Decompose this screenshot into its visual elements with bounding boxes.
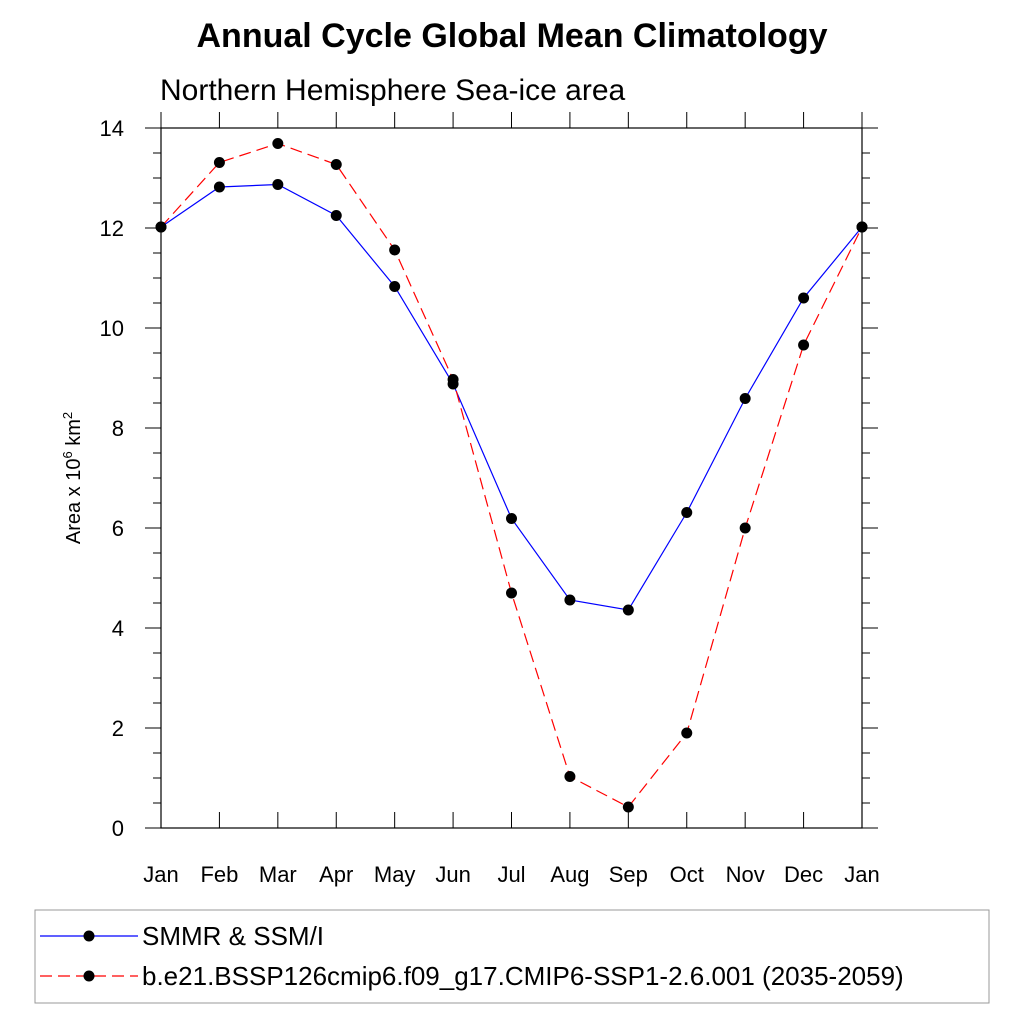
legend-marker-2 bbox=[83, 970, 95, 982]
series-1-point bbox=[272, 179, 284, 190]
chart-title: Annual Cycle Global Mean Climatology bbox=[197, 17, 828, 55]
series-1-point bbox=[506, 513, 517, 524]
y-axis-label: Area x 106 km2 bbox=[60, 412, 85, 544]
legend-label-2: b.e21.BSSP126cmip6.f09_g17.CMIP6-SSP1-2.… bbox=[142, 961, 904, 991]
x-tick-label: Apr bbox=[319, 862, 353, 887]
y-tick-label: 4 bbox=[112, 616, 124, 641]
chart-subtitle: Northern Hemisphere Sea-ice area bbox=[160, 74, 626, 107]
legend-label-1: SMMR & SSM/I bbox=[142, 921, 324, 951]
y-axis-label-exp1: 6 bbox=[60, 451, 75, 458]
series-line-1 bbox=[160, 183, 863, 611]
series-2-point bbox=[330, 159, 342, 170]
y-tick-label: 2 bbox=[112, 716, 124, 741]
x-tick-label: Aug bbox=[550, 862, 589, 887]
series-2-point bbox=[155, 221, 167, 233]
legend-box bbox=[34, 909, 990, 1004]
series-1-point bbox=[213, 181, 225, 193]
legend: SMMR & SSM/I b.e21.BSSP126cmip6.f09_g17.C… bbox=[34, 909, 990, 1004]
y-tick-label: 8 bbox=[112, 416, 124, 441]
x-tick-label: Nov bbox=[726, 862, 765, 887]
y-tick-label: 6 bbox=[112, 516, 124, 541]
y-axis-label-exp2: 2 bbox=[60, 412, 75, 419]
x-tick-label: Feb bbox=[200, 862, 238, 887]
x-tick-label: Sep bbox=[609, 862, 648, 887]
x-tick-label: Dec bbox=[784, 862, 823, 887]
x-tick-label: Jun bbox=[435, 862, 470, 887]
series-1-point bbox=[564, 594, 576, 606]
series-1-point bbox=[330, 210, 342, 221]
y-tick-label: 12 bbox=[100, 216, 124, 241]
series-2-point bbox=[272, 138, 284, 149]
plot-frame bbox=[160, 127, 863, 829]
series-1-point bbox=[681, 507, 693, 518]
x-tick-label: May bbox=[374, 862, 416, 887]
series-2-point bbox=[622, 801, 634, 813]
series-1-point bbox=[739, 393, 751, 404]
series-2-point bbox=[798, 339, 810, 351]
series-line-2 bbox=[160, 142, 863, 808]
series-1-point bbox=[798, 292, 810, 304]
y-axis-label-prefix: Area x 10 bbox=[63, 459, 85, 545]
y-tick-label: 14 bbox=[100, 116, 124, 141]
legend-marker-1 bbox=[83, 930, 95, 942]
series-2-point bbox=[681, 727, 693, 739]
series-1-point bbox=[389, 281, 401, 292]
series-2-point bbox=[506, 587, 517, 599]
series-layer bbox=[155, 138, 868, 813]
series-2-point bbox=[856, 221, 868, 233]
x-tick-label: Mar bbox=[259, 862, 297, 887]
series-2-point bbox=[389, 244, 401, 256]
x-tick-label: Jan bbox=[844, 862, 879, 887]
axes: 0 2 4 6 8 10 12 14 Jan Feb Mar Apr May Jun Jul Aug Sep Oc… bbox=[100, 112, 880, 887]
y-tick-label: 10 bbox=[100, 316, 124, 341]
series-2-point bbox=[564, 771, 576, 782]
series-2-point bbox=[213, 157, 225, 168]
y-axis-label-middle: km bbox=[63, 419, 85, 451]
series-2-point bbox=[447, 374, 459, 385]
x-tick-label: Jul bbox=[497, 862, 525, 887]
x-tick-label: Jan bbox=[143, 862, 178, 887]
series-2-point bbox=[739, 522, 751, 534]
x-tick-label: Oct bbox=[670, 862, 704, 887]
svg-text:Area x 106 km2: Area x 106 km2 bbox=[60, 412, 85, 544]
series-1-point bbox=[622, 604, 634, 616]
y-tick-label: 0 bbox=[112, 816, 124, 841]
